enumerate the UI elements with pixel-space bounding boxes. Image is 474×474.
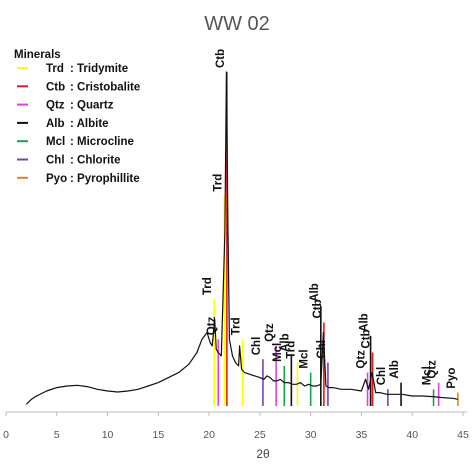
peak-label: Ctb	[312, 299, 324, 318]
peak-label: Ctb	[361, 329, 373, 348]
legend-abbr: Chl	[46, 155, 65, 167]
x-tick-label: 25	[254, 429, 266, 441]
peak-label: Qtz	[206, 316, 218, 335]
peak-label: Mcl	[299, 349, 311, 368]
x-tick-label: 5	[54, 429, 60, 441]
x-tick-label: 35	[356, 429, 368, 441]
peak-label: Mcl	[422, 366, 434, 385]
legend-abbr: Pyo	[46, 173, 67, 185]
x-axis-label: 2θ	[256, 447, 270, 461]
legend-name: : Quartz	[70, 100, 114, 112]
legend-abbr: Alb	[46, 118, 65, 130]
legend-name: : Pyrophillite	[70, 173, 140, 185]
legend: Minerals Trd : Tridymite Ctb : Cristobalite…	[14, 49, 140, 185]
x-tick-label: 0	[3, 429, 9, 441]
legend-abbr: Qtz	[46, 100, 65, 112]
legend-abbr: Mcl	[46, 136, 65, 148]
x-tick-label: 40	[406, 429, 418, 441]
x-tick-labels: 0 5 10 15 20 25 30 35 40 45	[3, 412, 469, 441]
diffraction-trace	[25, 71, 459, 405]
peak-label: Alb	[309, 283, 321, 302]
legend-abbr: Ctb	[46, 81, 65, 93]
x-tick-label: 30	[305, 429, 317, 441]
peak-label: Alb	[359, 313, 371, 332]
peak-label: Trd	[202, 277, 214, 295]
legend-entries: Trd : Tridymite Ctb : Cristobalite Qtz : Quar…	[17, 63, 140, 185]
peak-label: Trd	[231, 317, 243, 335]
x-tick-label: 15	[152, 429, 164, 441]
peak-label: Ctb	[215, 49, 227, 68]
peak-label: Qtz	[264, 323, 276, 342]
series-layer	[25, 71, 459, 405]
legend-name: : Albite	[70, 118, 109, 130]
peak-label: Alb	[389, 360, 401, 379]
legend-name: : Microcline	[70, 136, 134, 148]
legend-name: : Chlorite	[70, 155, 120, 167]
peak-label: Qtz	[356, 350, 368, 369]
x-tick-label: 45	[457, 429, 469, 441]
peak-label: Alb	[279, 333, 291, 352]
x-tick-label: 10	[102, 429, 114, 441]
peak-label: Chl	[376, 367, 388, 386]
legend-abbr: Trd	[46, 63, 64, 75]
peak-label: Pyo	[446, 368, 458, 389]
x-axis: 0 5 10 15 20 25 30 35 40 45 2θ	[3, 411, 469, 461]
peak-label: Trd	[212, 174, 224, 192]
legend-title: Minerals	[14, 49, 61, 61]
peak-label: Trd	[285, 341, 297, 359]
x-tick-label: 20	[203, 429, 215, 441]
legend-name: : Tridymite	[70, 63, 128, 75]
peak-label: Chl	[251, 337, 263, 356]
chart-title: WW 02	[204, 13, 270, 35]
peak-label: Qtz	[427, 360, 439, 379]
legend-name: : Cristobalite	[70, 81, 140, 93]
peak-label: Mcl	[272, 343, 284, 362]
